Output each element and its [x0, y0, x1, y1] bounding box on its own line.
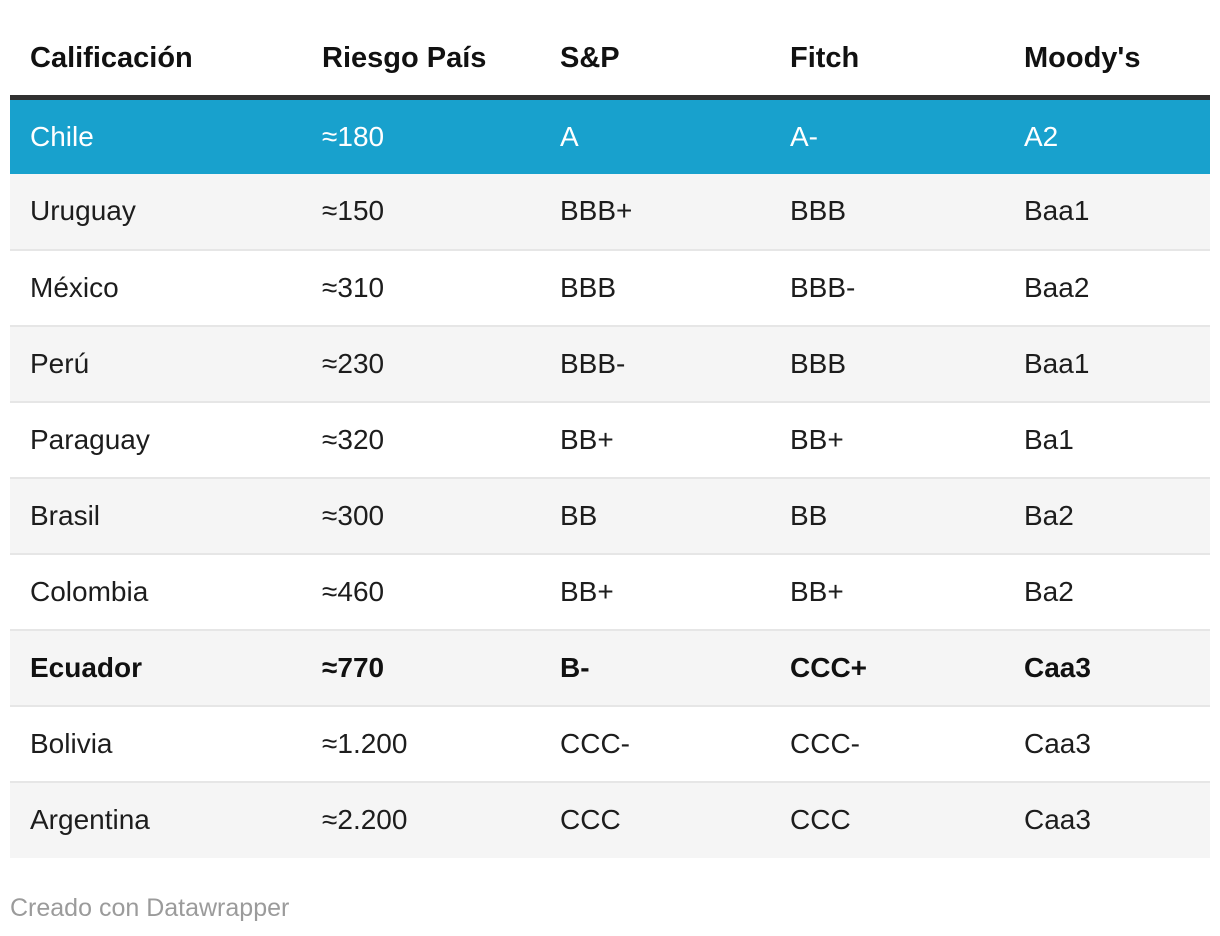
cell-country: Paraguay [10, 400, 302, 478]
cell-fitch: CCC+ [770, 628, 1004, 706]
table-row-ecuador: Ecuador ≈770 B- CCC+ Caa3 [10, 628, 1210, 706]
cell-moodys: A2 [1024, 120, 1059, 152]
cell-sp: B- [540, 628, 770, 706]
cell-riesgo-pais: ≈770 [302, 628, 540, 706]
cell-country: Ecuador [10, 628, 302, 706]
column-header-moodys: Moody's [1004, 30, 1210, 100]
cell-sp: BBB- [540, 324, 770, 402]
cell-riesgo-pais: ≈460 [302, 552, 540, 630]
cell-sp: BB+ [540, 552, 770, 630]
table-row-argentina: Argentina ≈2.200 CCC CCC Caa3 [10, 780, 1210, 858]
cell-sp: BB+ [540, 400, 770, 478]
cell-country: Bolivia [10, 704, 302, 782]
cell-moodys: Ba1 [1004, 400, 1210, 478]
header-row: Calificación Riesgo País S&P Fitch Moody's [10, 30, 1210, 100]
cell-riesgo-pais: ≈300 [302, 476, 540, 554]
cell-moodys: Baa1 [1004, 324, 1210, 402]
cell-sp: A [560, 120, 579, 152]
cell-country: Argentina [10, 780, 302, 858]
cell-moodys: Ba2 [1004, 476, 1210, 554]
cell-moodys: Caa3 [1004, 628, 1210, 706]
cell-country: México [10, 248, 302, 326]
cell-riesgo-pais: ≈320 [302, 400, 540, 478]
cell-sp: CCC- [540, 704, 770, 782]
datawrapper-attribution-link[interactable]: Creado con Datawrapper [10, 893, 290, 922]
cell-riesgo-pais: ≈2.200 [302, 780, 540, 858]
cell-sp: BBB+ [560, 195, 633, 226]
cell-country: Perú [10, 324, 302, 402]
cell-country: Colombia [10, 552, 302, 630]
table-row-brasil: Brasil ≈300 BB BB Ba2 [10, 476, 1210, 554]
cell-riesgo-pais: ≈230 [302, 324, 540, 402]
table-row-uruguay: Uruguay ≈150 BBB+ BBB Baa1 [10, 173, 1210, 250]
cell-moodys: Caa3 [1004, 704, 1210, 782]
table-row-chile: Chile ≈180 A A- A2 [10, 97, 1210, 174]
cell-country: Uruguay [30, 195, 136, 226]
column-header-fitch: Fitch [770, 30, 1004, 100]
table-body: Chile ≈180 A A- A2 Uruguay ≈150 BBB+ BBB Baa1 Méxi… [10, 97, 1210, 858]
column-header-sp: S&P [540, 30, 770, 100]
table-row-paraguay: Paraguay ≈320 BB+ BB+ Ba1 [10, 400, 1210, 478]
cell-moodys: Baa1 [1024, 195, 1090, 226]
table-row-mexico: México ≈310 BBB BBB- Baa2 [10, 248, 1210, 326]
cell-riesgo-pais: ≈150 [322, 195, 385, 226]
cell-country: Brasil [10, 476, 302, 554]
cell-fitch: BB+ [770, 400, 1004, 478]
cell-fitch: BBB [770, 324, 1004, 402]
cell-sp: BB [540, 476, 770, 554]
cell-fitch: A- [790, 120, 818, 152]
table-row-bolivia: Bolivia ≈1.200 CCC- CCC- Caa3 [10, 704, 1210, 782]
cell-fitch: BB+ [770, 552, 1004, 630]
cell-fitch: BBB- [770, 248, 1004, 326]
column-header-calificacion: Calificación [10, 30, 302, 100]
cell-moodys: Ba2 [1004, 552, 1210, 630]
cell-fitch: CCC- [770, 704, 1004, 782]
cell-moodys: Baa2 [1004, 248, 1210, 326]
cell-moodys: Caa3 [1004, 780, 1210, 858]
footer: Creado con Datawrapper [10, 894, 1210, 923]
cell-country: Chile [30, 120, 94, 152]
cell-riesgo-pais: ≈1.200 [302, 704, 540, 782]
cell-fitch: BB [770, 476, 1004, 554]
ratings-table: Calificación Riesgo País S&P Fitch Moody's C… [10, 30, 1210, 858]
cell-riesgo-pais: ≈180 [322, 120, 385, 152]
table-row-peru: Perú ≈230 BBB- BBB Baa1 [10, 324, 1210, 402]
cell-sp: BBB [540, 248, 770, 326]
table-header: Calificación Riesgo País S&P Fitch Moody's [10, 30, 1210, 100]
cell-fitch: BBB [790, 195, 847, 226]
cell-fitch: CCC [770, 780, 1004, 858]
table-row-colombia: Colombia ≈460 BB+ BB+ Ba2 [10, 552, 1210, 630]
column-header-riesgo-pais: Riesgo País [302, 30, 540, 100]
cell-sp: CCC [540, 780, 770, 858]
cell-riesgo-pais: ≈310 [302, 248, 540, 326]
